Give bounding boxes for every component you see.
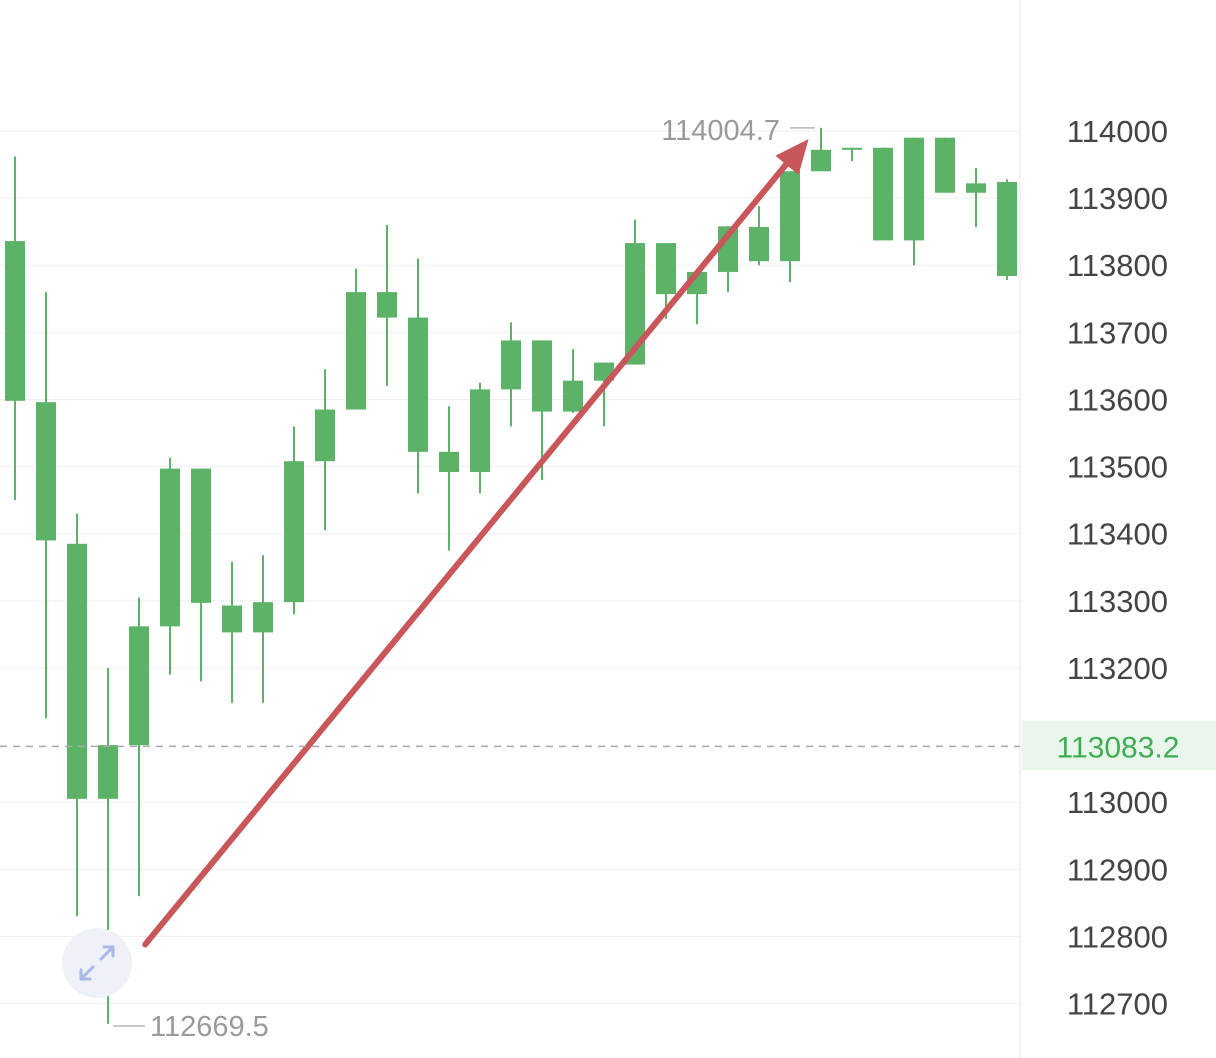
candle-body <box>377 292 397 318</box>
candle-body <box>346 292 366 410</box>
extreme-labels: 114004.7 112669.5 <box>113 115 815 1043</box>
y-tick-label: 113200 <box>1067 651 1168 686</box>
candle-body <box>439 451 459 472</box>
low-price-label: 112669.5 <box>150 1011 269 1043</box>
candle-up <box>408 258 428 494</box>
candle-up <box>873 147 893 241</box>
y-tick-label: 113300 <box>1067 584 1168 619</box>
candle-body <box>966 183 986 193</box>
candle-body <box>67 543 87 799</box>
candle-up <box>470 382 490 494</box>
candle-body <box>532 340 552 412</box>
candle-body <box>873 147 893 241</box>
candle-up <box>501 322 521 427</box>
candle-body <box>935 137 955 193</box>
y-tick-label: 113700 <box>1067 315 1168 350</box>
candle-body <box>811 149 831 172</box>
trend-arrow-line <box>142 151 798 948</box>
expand-chart-button[interactable] <box>62 928 132 998</box>
candle-body <box>98 745 118 799</box>
candle-up <box>67 513 87 917</box>
candle-body <box>5 241 25 401</box>
candle-up <box>284 426 304 615</box>
candle-body <box>904 137 924 241</box>
candle-body <box>780 171 800 262</box>
candle-body <box>501 340 521 390</box>
candle-up <box>160 457 180 675</box>
candle-body <box>284 461 304 603</box>
candle-body <box>315 409 335 462</box>
candle-body <box>625 243 645 365</box>
y-tick-label: 112700 <box>1067 987 1168 1022</box>
y-tick-label: 114000 <box>1067 114 1168 149</box>
trend-annotation <box>142 139 809 948</box>
y-tick-label: 112800 <box>1067 919 1168 954</box>
candle-up <box>563 349 583 413</box>
candle-body <box>160 468 180 627</box>
candle-up <box>253 555 273 703</box>
candle-up <box>811 127 831 172</box>
candle-up <box>780 171 800 283</box>
candle-body <box>129 626 149 746</box>
y-tick-label: 112900 <box>1067 852 1168 887</box>
y-tick-label: 113000 <box>1067 785 1168 820</box>
candle-body <box>749 226 769 262</box>
candle-body <box>36 402 56 541</box>
candle-up <box>191 468 211 682</box>
candle-body <box>656 243 676 295</box>
candle-up <box>842 147 862 162</box>
candle-up <box>904 137 924 266</box>
candle-up <box>346 268 366 410</box>
current-price-box <box>1022 720 1216 771</box>
candle-up <box>997 179 1017 281</box>
y-tick-label: 113600 <box>1067 382 1168 417</box>
candle-body <box>253 602 273 633</box>
candle-up <box>966 167 986 227</box>
current-price-line: 113083.2 <box>0 720 1216 771</box>
candle-up <box>5 156 25 501</box>
candle-body <box>470 389 490 472</box>
candle-up <box>935 137 955 193</box>
y-tick-label: 113800 <box>1067 248 1168 283</box>
y-tick-label: 113400 <box>1067 517 1168 552</box>
candle-body <box>408 317 428 452</box>
candle-up <box>532 340 552 481</box>
y-tick-label: 113900 <box>1067 181 1168 216</box>
candle-up <box>129 597 149 897</box>
high-price-label: 114004.7 <box>661 115 780 147</box>
candle-up <box>625 219 645 365</box>
price-axis: 114000 113900 113800 113700 113600 113500 1134… <box>1067 114 1168 1022</box>
expand-arrows-icon <box>79 945 115 981</box>
candle-up <box>749 206 769 266</box>
candle-body <box>191 468 211 603</box>
grid-lines <box>0 0 1021 1058</box>
candle-up <box>315 369 335 531</box>
candle-body <box>563 380 583 412</box>
y-tick-label: 113500 <box>1067 450 1168 485</box>
trend-arrow-head <box>775 139 809 175</box>
candle-body <box>222 605 242 633</box>
candle-up <box>439 406 459 551</box>
candle-body <box>997 182 1017 276</box>
candle-up <box>377 224 397 387</box>
current-price-label: 113083.2 <box>1057 731 1180 764</box>
candle-up <box>36 292 56 719</box>
candle-up <box>222 561 242 703</box>
candles <box>5 127 1017 1024</box>
candle-body <box>842 147 862 150</box>
